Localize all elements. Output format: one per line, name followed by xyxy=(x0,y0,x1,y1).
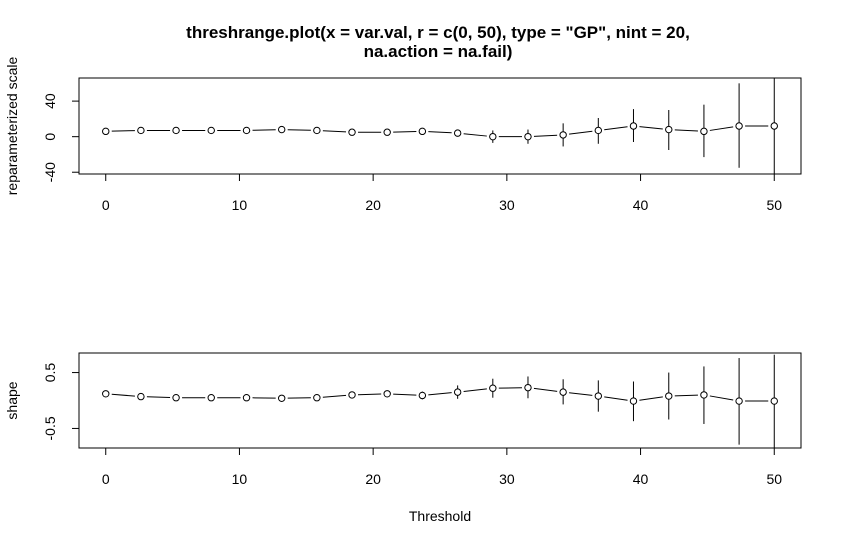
top-data-point xyxy=(453,129,462,137)
panel-bottom: 0 10 20 30 40 50 -0.5 0.5 shape xyxy=(4,352,802,487)
top-data-point xyxy=(770,122,778,130)
bottom-x-tick-label: 0 xyxy=(102,471,110,487)
top-data-point xyxy=(418,127,427,136)
top-y-tick-label: 0 xyxy=(42,133,58,141)
top-x-tick-label: 30 xyxy=(499,197,515,213)
top-x-tick-label: 50 xyxy=(766,197,782,213)
x-axis-label: Threshold xyxy=(409,508,471,524)
bottom-series-segment xyxy=(111,393,135,397)
top-x-tick-label: 40 xyxy=(633,197,649,213)
bottom-data-point xyxy=(735,397,743,405)
bottom-series-segment xyxy=(569,392,593,396)
bottom-y-axis-label: shape xyxy=(4,381,20,419)
top-series-segment xyxy=(287,129,311,131)
bottom-y-tick-label: 0.5 xyxy=(42,363,58,383)
bottom-data-point xyxy=(489,384,497,392)
top-series-segment xyxy=(604,126,628,131)
bottom-plot-box xyxy=(78,352,802,449)
bottom-data-point xyxy=(313,394,321,402)
top-data-point xyxy=(102,127,110,136)
bottom-data-point xyxy=(629,397,638,405)
bottom-series-segment xyxy=(463,388,487,392)
bottom-series-segment xyxy=(639,396,663,401)
bottom-data-point xyxy=(242,394,251,402)
top-data-point xyxy=(735,122,743,130)
bottom-data-point xyxy=(137,392,145,401)
bottom-x-tick-label: 30 xyxy=(499,471,515,487)
bottom-data-point xyxy=(102,390,110,398)
bottom-data-point xyxy=(770,397,778,405)
top-data-point xyxy=(137,126,145,135)
bottom-data-point xyxy=(277,394,286,402)
bottom-x-tick-label: 50 xyxy=(766,471,782,487)
top-series-segment xyxy=(393,130,417,133)
top-series-segment xyxy=(639,126,663,130)
bottom-data-point xyxy=(383,390,391,398)
top-x-tick-label: 10 xyxy=(232,197,248,213)
top-series-segment xyxy=(463,133,487,137)
top-y-tick-label: -40 xyxy=(42,162,58,182)
bottom-data-point xyxy=(594,392,603,400)
bottom-data-point xyxy=(700,391,708,399)
top-data-point xyxy=(700,127,708,136)
top-series-segment xyxy=(428,131,452,134)
top-data-point xyxy=(524,132,532,141)
bottom-data-point xyxy=(665,392,673,400)
top-series-segment xyxy=(533,134,558,137)
bottom-series-segment xyxy=(533,387,558,392)
top-x-tick-label: 20 xyxy=(365,197,381,213)
figure-title-line2: na.action = na.fail) xyxy=(364,42,513,61)
top-data-point xyxy=(207,126,215,135)
bottom-y-tick-label: -0.5 xyxy=(42,416,58,440)
bottom-data-point xyxy=(559,388,567,396)
top-y-axis-label: reparameterized scale xyxy=(4,57,20,196)
bottom-series-segment xyxy=(428,392,452,396)
top-data-point xyxy=(242,126,251,135)
bottom-series-segment xyxy=(358,393,382,396)
bottom-data-point xyxy=(207,394,215,402)
bottom-series-segment xyxy=(604,396,628,401)
bottom-series-segment xyxy=(322,394,347,398)
bottom-x-tick-label: 10 xyxy=(232,471,248,487)
top-series-segment xyxy=(322,130,347,133)
top-series-segment xyxy=(674,129,698,132)
top-data-point xyxy=(594,126,603,135)
bottom-data-point xyxy=(172,394,180,402)
top-data-point xyxy=(489,132,497,141)
top-series-segment xyxy=(569,130,593,135)
bottom-series-segment xyxy=(674,394,698,397)
top-data-point xyxy=(559,131,567,139)
top-plot-box xyxy=(78,77,802,175)
top-data-point xyxy=(313,126,321,135)
bottom-data-point xyxy=(348,391,356,399)
bottom-data-point xyxy=(524,383,532,392)
bottom-data-point xyxy=(453,388,462,396)
top-data-point xyxy=(348,128,356,136)
bottom-series-segment xyxy=(709,395,734,401)
bottom-series-segment xyxy=(393,393,417,396)
top-series-segment xyxy=(252,129,276,131)
top-data-point xyxy=(172,126,180,135)
bottom-series-segment xyxy=(146,396,171,399)
top-x-tick-label: 0 xyxy=(102,197,110,213)
top-data-point xyxy=(383,128,391,136)
top-data-point xyxy=(629,122,638,130)
top-series-segment xyxy=(709,126,734,131)
panel-top: 0 10 20 30 40 50 -40 0 40 reparameterized scale xyxy=(4,57,802,213)
top-data-point xyxy=(277,125,286,134)
bottom-data-point xyxy=(418,391,427,400)
top-series-segment xyxy=(111,130,135,132)
top-y-tick-label: 40 xyxy=(42,93,58,109)
bottom-x-tick-label: 20 xyxy=(365,471,381,487)
bottom-x-tick-label: 40 xyxy=(633,471,649,487)
figure-title-line1: threshrange.plot(x = var.val, r = c(0, 5… xyxy=(186,23,690,42)
top-data-point xyxy=(665,125,673,134)
